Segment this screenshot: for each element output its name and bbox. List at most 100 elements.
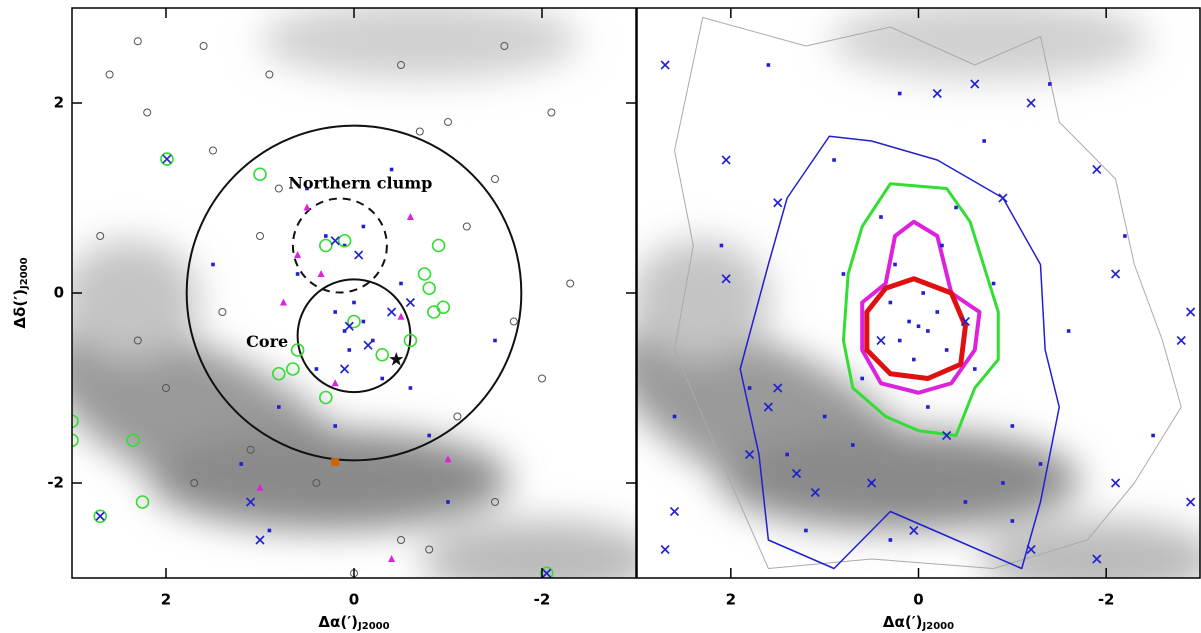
plot-area — [660, 17, 1196, 570]
region-circle — [185, 124, 523, 462]
point — [1026, 544, 1036, 555]
point — [991, 281, 996, 286]
point — [340, 364, 350, 374]
point — [669, 506, 680, 517]
contour — [864, 276, 968, 381]
point — [491, 175, 499, 183]
point — [211, 262, 215, 267]
point — [747, 386, 752, 390]
point — [312, 479, 321, 487]
point — [265, 70, 274, 79]
point — [96, 232, 105, 240]
point — [427, 433, 431, 438]
point — [982, 139, 986, 143]
point — [998, 193, 1008, 203]
point — [337, 233, 352, 248]
point — [105, 70, 114, 79]
point — [380, 376, 384, 381]
point — [361, 319, 366, 324]
point — [1186, 497, 1196, 507]
point — [333, 424, 337, 428]
point — [1186, 307, 1196, 317]
point — [500, 42, 509, 50]
point — [897, 91, 902, 96]
point — [921, 291, 925, 295]
x-tick-label: -2 — [1098, 591, 1115, 609]
point — [960, 316, 970, 327]
region-circle — [296, 278, 412, 394]
point — [274, 184, 283, 193]
point — [417, 267, 432, 281]
point — [970, 79, 980, 89]
point — [916, 324, 921, 329]
point — [342, 243, 347, 248]
point — [388, 555, 396, 562]
point — [926, 405, 930, 409]
point — [190, 479, 199, 487]
contour — [674, 17, 1182, 569]
point — [256, 483, 264, 491]
point — [547, 108, 556, 117]
point — [305, 186, 309, 191]
point — [672, 414, 677, 419]
point — [318, 238, 333, 253]
point — [822, 414, 827, 419]
point — [93, 509, 107, 524]
point — [361, 224, 366, 229]
point — [940, 243, 944, 248]
point — [256, 232, 264, 240]
y-tick-label: -2 — [47, 474, 64, 492]
x-axis-label-sub: J2000 — [357, 621, 390, 632]
x-axis-label-sub: J2000 — [922, 621, 955, 632]
point — [431, 238, 446, 253]
x-tick-label: 0 — [349, 591, 359, 609]
point — [1151, 433, 1155, 438]
point — [867, 478, 877, 488]
point — [935, 310, 940, 314]
point — [1110, 478, 1121, 488]
point — [944, 348, 949, 352]
point — [133, 37, 142, 46]
point — [1038, 462, 1043, 466]
point — [331, 458, 340, 467]
point — [745, 449, 755, 460]
point — [371, 338, 375, 343]
point — [218, 308, 227, 316]
point — [126, 433, 140, 448]
point — [542, 568, 552, 578]
y-tick-label: 2 — [54, 94, 64, 112]
point — [399, 281, 403, 286]
point — [763, 402, 773, 412]
point — [954, 205, 958, 210]
point — [539, 566, 554, 578]
point — [907, 319, 911, 324]
x-axis-label: Δα(′)J2000 — [318, 613, 389, 633]
point — [408, 386, 413, 390]
point — [897, 338, 902, 343]
point — [493, 338, 497, 343]
point — [444, 118, 452, 126]
point — [462, 222, 471, 231]
point — [239, 462, 243, 466]
point — [660, 544, 670, 555]
nebula-left — [72, 8, 636, 578]
annotation: Core — [246, 332, 288, 351]
contour — [860, 219, 982, 395]
point — [963, 500, 968, 504]
point — [246, 497, 256, 507]
point — [295, 272, 300, 276]
point — [406, 213, 414, 220]
point — [566, 279, 575, 288]
point — [1010, 424, 1015, 428]
point — [280, 298, 287, 306]
point — [766, 63, 771, 67]
point — [253, 167, 267, 182]
point — [354, 250, 364, 260]
point — [444, 455, 452, 463]
point — [160, 152, 174, 166]
point — [403, 333, 418, 348]
point — [397, 312, 405, 320]
point — [255, 535, 265, 545]
point — [375, 347, 390, 362]
